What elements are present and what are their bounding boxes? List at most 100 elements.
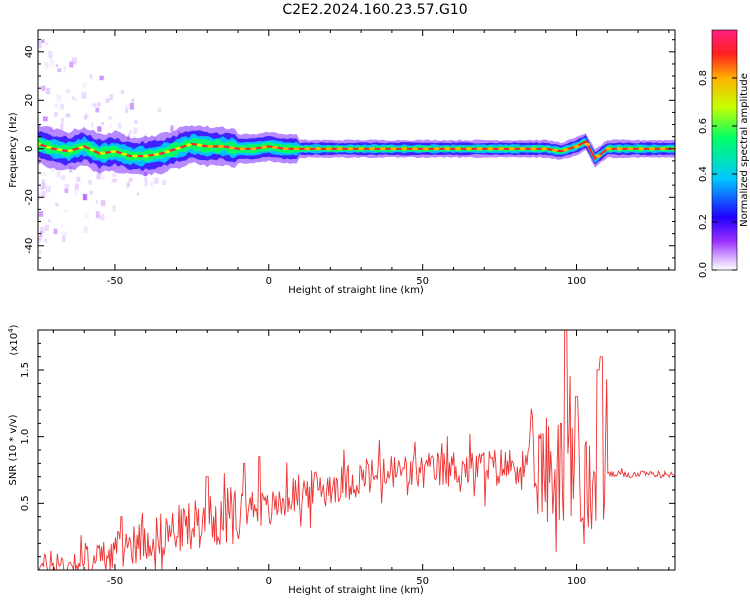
snr-x-axis-label: Height of straight line (km) xyxy=(288,585,424,596)
spectrogram-peak xyxy=(401,147,408,151)
spectrogram-peak xyxy=(304,147,311,151)
spectrogram-speckle xyxy=(65,113,71,118)
spectrogram-speckle xyxy=(63,208,68,213)
spectrogram-peak xyxy=(519,147,526,151)
y-tick-label: -40 xyxy=(24,238,35,254)
spectrogram-speckle xyxy=(41,39,45,43)
spectrogram-panel: -50 0 50 100 -40 -20 0 20 40 Height of straight… xyxy=(8,29,676,296)
spectrogram-peak xyxy=(508,147,515,151)
spectrogram-speckle xyxy=(51,166,55,171)
spectrogram-speckle xyxy=(60,123,64,130)
spectrogram-speckle xyxy=(40,186,44,190)
spectrogram-peak xyxy=(110,149,117,154)
spectrogram-x-axis-label: Height of straight line (km) xyxy=(288,285,424,296)
spectrogram-peak xyxy=(659,147,666,151)
spectrogram-peak xyxy=(38,142,41,146)
spectrogram-peak xyxy=(444,147,451,151)
x-tick-label: 50 xyxy=(416,276,429,287)
spectrogram-speckle xyxy=(55,64,59,68)
spectrogram-speckle xyxy=(38,250,41,255)
spectrogram-speckle xyxy=(92,103,97,108)
spectrogram-speckle xyxy=(44,238,47,243)
spectrogram-speckle xyxy=(54,103,59,108)
spectrogram-speckle xyxy=(95,107,100,113)
y-tick-label: 20 xyxy=(24,94,35,107)
spectrogram-peak xyxy=(530,147,537,151)
snr-series-line xyxy=(38,330,675,570)
spectrogram-speckle xyxy=(129,103,135,110)
spectrogram-speckle xyxy=(82,82,87,88)
spectrogram-speckle xyxy=(84,214,90,218)
spectrogram-speckle xyxy=(97,126,102,132)
spectrogram-speckle xyxy=(105,97,108,104)
spectrogram-peak xyxy=(551,148,558,152)
spectrogram-speckle xyxy=(59,103,64,110)
spectrogram-speckle xyxy=(40,226,45,234)
y-tick-label: 1.0 xyxy=(20,429,31,445)
page-title: C2E2.2024.160.23.57.G10 xyxy=(282,2,468,18)
spectrogram-peak xyxy=(228,146,235,150)
spectrogram-speckle xyxy=(131,98,135,104)
spectrogram-peak xyxy=(390,147,397,151)
spectrogram-speckle xyxy=(83,194,87,200)
spectrogram-peak xyxy=(67,149,74,153)
colorbar-tick-label: 0.0 xyxy=(698,262,709,278)
spectrogram-speckle xyxy=(99,75,104,81)
spectrogram-speckle xyxy=(38,41,42,48)
spectrogram-speckle xyxy=(157,108,162,113)
spectrogram-speckle xyxy=(169,128,174,135)
x-tick-label: 100 xyxy=(567,276,586,287)
x-tick-label: -50 xyxy=(107,276,123,287)
spectrogram-speckle xyxy=(117,122,122,129)
spectrogram-speckle xyxy=(41,182,46,190)
spectrogram-peak xyxy=(207,144,214,148)
spectrogram-speckle xyxy=(89,190,93,195)
spectrogram-y-axis-label: Frequency (Hz) xyxy=(8,112,19,188)
spectrogram-speckle xyxy=(100,200,106,207)
spectrogram-peak xyxy=(465,147,472,151)
spectrogram-speckle xyxy=(44,224,49,231)
spectrogram-y-ticks: -40 -20 0 20 40 xyxy=(24,39,675,259)
spectrogram-speckle xyxy=(109,94,114,101)
snr-panel: -50 0 50 100 0.5 1.0 1.5 Height of straight l… xyxy=(7,324,676,596)
spectrogram-peak xyxy=(562,148,569,152)
colorbar: 0.0 0.2 0.4 0.6 0.8 Normalized spectral ampl… xyxy=(698,29,750,278)
spectrogram-speckle xyxy=(38,236,41,240)
spectrogram-peak xyxy=(99,151,106,155)
spectrogram-speckle xyxy=(95,211,100,218)
spectrogram-speckle xyxy=(38,193,42,200)
spectrogram-speckle xyxy=(76,176,81,182)
snr-y-scale-label: (x104) xyxy=(7,324,20,355)
spectrogram-peak xyxy=(88,148,95,152)
spectrogram-speckle xyxy=(71,57,77,65)
spectrogram-speckle xyxy=(97,102,101,107)
x-tick-label: -50 xyxy=(107,576,123,587)
spectrogram-peak xyxy=(142,154,149,158)
spectrogram-speckle xyxy=(82,193,88,201)
spectrogram-speckle xyxy=(101,121,104,126)
spectrogram-speckle xyxy=(41,171,47,177)
x-tick-label: 0 xyxy=(266,576,272,587)
spectrogram-peak xyxy=(476,147,483,151)
spectrogram-speckle xyxy=(128,133,131,139)
spectrogram-speckle xyxy=(96,173,102,180)
spectrogram-speckle xyxy=(128,177,133,182)
spectrogram-speckle xyxy=(136,192,140,196)
spectrogram-speckle xyxy=(69,166,73,173)
spectrogram-speckle xyxy=(112,205,116,213)
spectrogram-peak xyxy=(131,154,138,158)
spectrogram-speckle xyxy=(127,181,130,187)
spectrogram-speckle xyxy=(110,178,116,183)
spectrogram-speckle xyxy=(143,173,148,181)
spectrogram-peak xyxy=(45,145,52,149)
spectrogram-peak xyxy=(325,147,332,151)
spectrogram-peak xyxy=(250,147,257,151)
spectrogram-speckle xyxy=(124,103,130,109)
spectrogram-speckle xyxy=(64,184,70,188)
spectrogram-peak xyxy=(573,144,580,148)
spectrogram-peak xyxy=(595,154,602,158)
spectrogram-speckle xyxy=(95,200,98,204)
spectrogram-speckle xyxy=(108,115,113,120)
x-tick-label: 100 xyxy=(567,576,586,587)
spectrogram-peak xyxy=(336,147,343,151)
